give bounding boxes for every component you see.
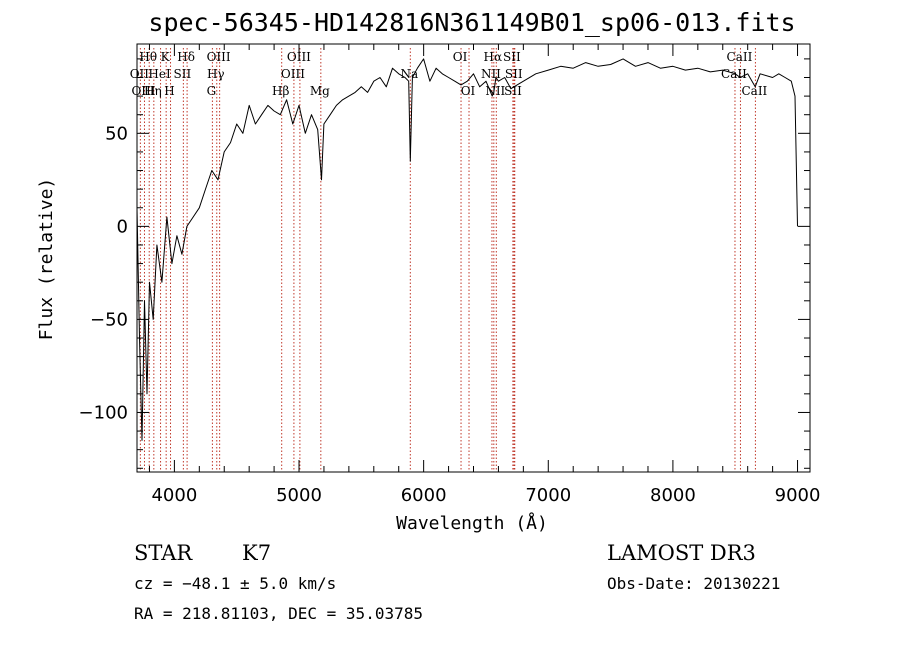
x-tick-label: 8000: [650, 485, 696, 506]
plot-frame: [136, 43, 811, 473]
spectral-line-label: OIII: [287, 50, 311, 64]
spectral-line-label: Hγ: [207, 67, 225, 81]
spectral-line-label: SII: [504, 84, 522, 98]
spectral-line-label: SII: [174, 67, 192, 81]
object-class-label: STAR: [134, 541, 193, 565]
spectral-line-label: CaII: [727, 50, 753, 64]
spectral-line-label: Na: [400, 67, 418, 81]
y-axis-label: Flux (relative): [36, 178, 57, 341]
survey-label: LAMOST DR3: [607, 541, 756, 565]
spectral-line-label: OIII: [207, 50, 231, 64]
spectral-line-label: HeI: [148, 67, 171, 81]
spectral-line-markers: [139, 48, 756, 472]
object-subclass-label: K7: [242, 541, 271, 565]
x-tick-label: 6000: [401, 485, 447, 506]
series-layer: [136, 58, 798, 441]
x-tick-label: 7000: [525, 485, 571, 506]
spectral-line-label: G: [207, 84, 217, 98]
y-tick-label: 0: [117, 216, 128, 237]
spectral-line-label: SII: [505, 67, 523, 81]
spectral-line-label: OI: [453, 50, 468, 64]
x-tick-label: 4000: [151, 485, 197, 506]
spectral-line-label: OII: [130, 67, 150, 81]
y-tick-label: −50: [90, 309, 128, 330]
spectral-line-label: H: [164, 84, 174, 98]
radec-label: RA = 218.81103, DEC = 35.03785: [134, 604, 423, 623]
redshift-label: cz = −48.1 ± 5.0 km/s: [134, 574, 336, 593]
spectral-line-label: Mg: [310, 84, 330, 98]
spectral-line-label: OIII: [281, 67, 305, 81]
x-axis-label: Wavelength (Å): [396, 512, 548, 534]
chart-title: spec-56345-HD142816N361149B01_sp06-013.f…: [148, 8, 795, 37]
spectral-line-label: OI: [461, 84, 476, 98]
y-tick-label: −100: [79, 402, 128, 423]
spectral-line-label: NII: [485, 84, 505, 98]
spectral-line-label: K: [161, 50, 171, 64]
spectral-line-label: SII: [503, 50, 521, 64]
y-tick-label: 50: [105, 123, 128, 144]
obs-date-label: Obs-Date: 20130221: [607, 574, 780, 593]
spectral-line-label: CaII: [721, 67, 747, 81]
x-tick-label: 9000: [775, 485, 821, 506]
spectral-line-label: NII: [481, 67, 501, 81]
spectral-line-label: Hθ: [139, 50, 157, 64]
axes: 4000 5000 6000 7000 8000 9000 −100 −50 0 50: [79, 43, 821, 506]
spectral-line-label: Hβ: [272, 84, 289, 98]
spectral-line-label: Hδ: [177, 50, 195, 64]
flux-series-line: [136, 58, 798, 441]
spectral-line-label: OIII: [131, 84, 155, 98]
x-tick-label: 5000: [276, 485, 322, 506]
spectral-line-label: CaII: [741, 84, 767, 98]
spectral-line-label: Hα: [484, 50, 503, 64]
spectral-line-label: Hη: [144, 84, 162, 98]
